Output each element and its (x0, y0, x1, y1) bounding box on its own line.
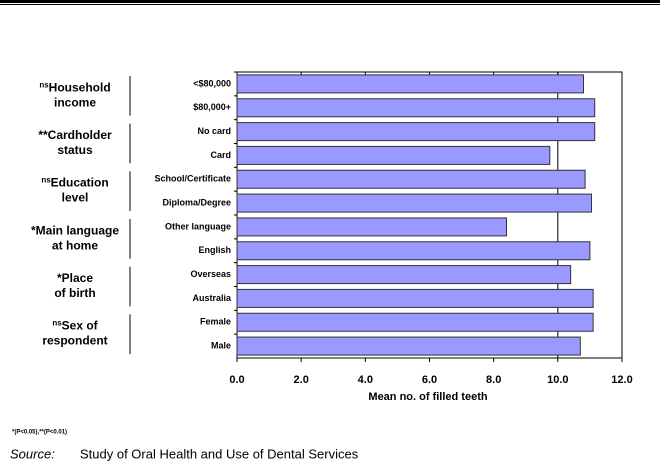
y-tick-label: Card (210, 150, 231, 160)
x-tick-label: 2.0 (294, 374, 309, 386)
bar (236, 288, 594, 308)
y-tick-label: Female (200, 317, 231, 327)
group-line: Cardholder (48, 128, 112, 142)
y-tick-label: $80,000+ (193, 102, 231, 112)
bar (236, 312, 594, 332)
bar (236, 241, 591, 261)
x-tick-label: 12.0 (611, 374, 632, 386)
group-line: Sex of (62, 319, 99, 333)
y-tick-label: <$80,000 (193, 78, 231, 88)
bar (236, 122, 596, 142)
source-label: Source: (10, 446, 55, 461)
group-label: of birth (54, 286, 95, 300)
group-line: Education (51, 176, 109, 190)
bar (236, 74, 584, 94)
group-label: nsEducation (41, 176, 108, 190)
bar (236, 193, 593, 213)
y-tick-label: English (198, 245, 231, 255)
group-line: Main language (36, 224, 120, 238)
source: Study of Oral Health and Use of Dental S… (80, 446, 359, 461)
x-axis-title: Mean no. of filled teeth (368, 391, 487, 403)
bar (236, 145, 551, 165)
x-tick-label: 6.0 (422, 374, 437, 386)
group-label: respondent (42, 334, 107, 348)
y-tick-label: No card (197, 126, 231, 136)
group-prefix: ns (41, 176, 51, 185)
group-line: Household (49, 81, 111, 95)
group-label: level (62, 191, 89, 205)
y-tick-label: Male (211, 340, 231, 350)
group-label: income (54, 96, 96, 110)
group-prefix: ns (39, 80, 49, 89)
group-line: respondent (42, 334, 107, 348)
x-tick-label: 8.0 (486, 374, 501, 386)
group-label: *Main language (31, 224, 119, 238)
y-tick-label: Other language (165, 221, 231, 231)
y-tick-label: Diploma/Degree (162, 197, 231, 207)
group-line: level (62, 191, 89, 205)
bar (236, 98, 596, 118)
y-tick-label: Australia (192, 293, 232, 303)
group-label: *Place (57, 271, 93, 285)
group-line: Place (62, 271, 94, 285)
x-tick-label: 0.0 (229, 374, 244, 386)
bar (236, 169, 586, 189)
y-tick-label: Overseas (190, 269, 231, 279)
header-rule (0, 0, 660, 3)
group-prefix: ns (52, 319, 62, 328)
group-line: at home (52, 239, 98, 253)
bar (236, 336, 581, 356)
group-line: income (54, 96, 96, 110)
group-prefix: * (57, 271, 62, 285)
bar (236, 217, 507, 237)
group-prefix: ** (38, 128, 48, 142)
header-rule (0, 4, 660, 5)
x-tick-label: 10.0 (547, 374, 568, 386)
group-label: status (57, 143, 93, 157)
group-prefix: * (31, 224, 36, 238)
group-label: **Cardholder (38, 128, 112, 142)
group-label: nsSex of (52, 319, 98, 333)
group-label: at home (52, 239, 98, 253)
bar (236, 265, 572, 285)
group-label: nsHousehold (39, 80, 110, 94)
footnote: *(P<0.05),**(P<0.01) (12, 430, 67, 436)
group-line: status (57, 143, 93, 157)
y-tick-label: School/Certificate (154, 174, 231, 184)
group-line: of birth (54, 286, 95, 300)
x-tick-label: 4.0 (358, 374, 373, 386)
